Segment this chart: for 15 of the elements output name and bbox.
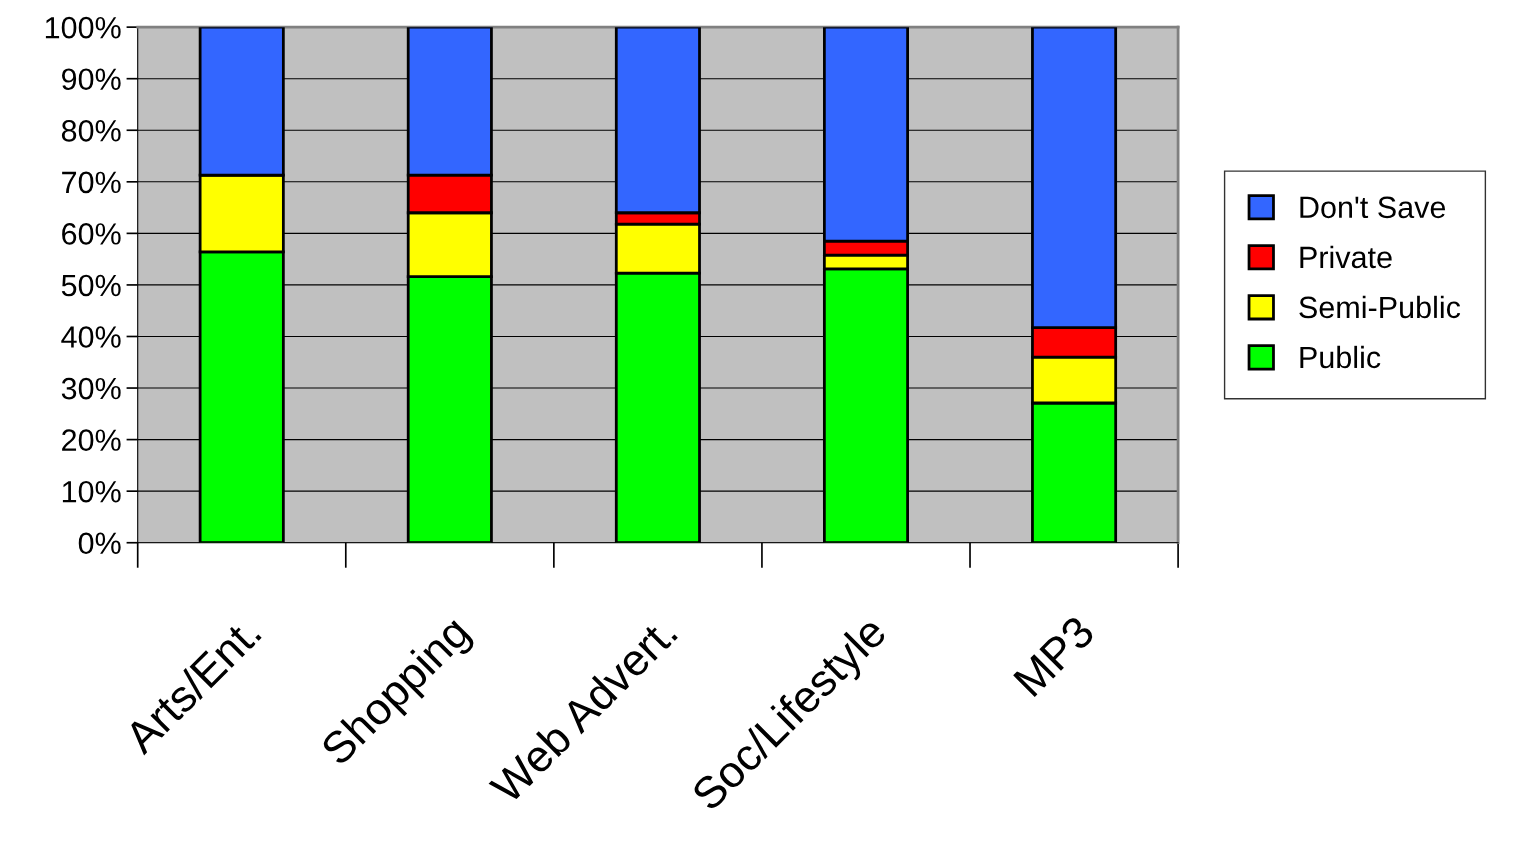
legend-label: Don't Save	[1300, 196, 1446, 219]
y-tick-label: 30%	[61, 377, 121, 400]
y-tick-label: 100%	[45, 16, 121, 39]
y-tick-label: 70%	[62, 171, 121, 194]
legend-label: Semi-Public	[1299, 295, 1461, 319]
y-tick-label: 10%	[62, 480, 121, 503]
y-tick-label: 0%	[78, 532, 121, 555]
y-tick-label: 60%	[62, 223, 121, 245]
y-tick-label: 90%	[62, 68, 121, 91]
legend-label: Private	[1300, 245, 1392, 269]
legend-label: Public	[1300, 345, 1381, 369]
y-tick-label: 40%	[61, 326, 121, 348]
y-tick-label: 80%	[61, 119, 121, 142]
y-tick-label: 50%	[61, 274, 121, 297]
y-tick-label: 20%	[62, 429, 121, 451]
